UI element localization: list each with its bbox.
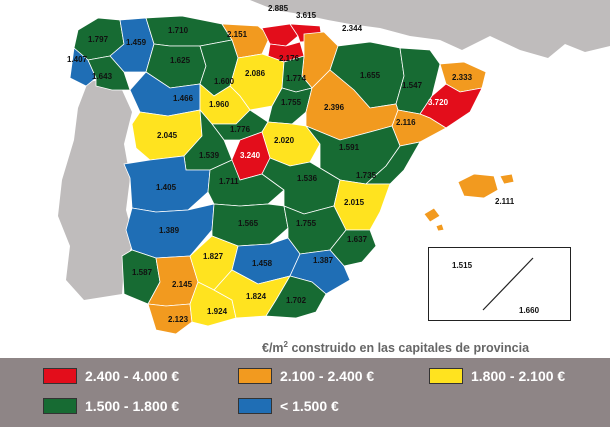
label-leon: 1.625 <box>170 56 191 65</box>
label-teruel: 1.591 <box>339 143 360 152</box>
label-ciudad-real: 1.565 <box>238 219 259 228</box>
label-cuenca: 1.536 <box>297 174 318 183</box>
label-cantabria: 2.151 <box>227 30 248 39</box>
island-ibiza <box>423 207 441 223</box>
label-tarragona: 2.116 <box>396 118 416 127</box>
province-toledo <box>207 159 285 207</box>
legend-item-blue: < 1.500 € <box>238 396 339 416</box>
label-murcia: 1.387 <box>313 256 334 265</box>
legend-label: 1.500 - 1.800 € <box>85 398 180 414</box>
label-toledo: 1.711 <box>219 177 239 186</box>
label-albacete: 1.755 <box>296 219 317 228</box>
label-lugo: 1.459 <box>126 38 147 47</box>
portugal-land <box>58 78 134 300</box>
label-caceres: 1.405 <box>156 183 177 192</box>
label-bizkaia: 2.885 <box>268 4 289 13</box>
legend-swatch-orange <box>238 368 272 384</box>
label-sevilla: 2.145 <box>172 280 193 289</box>
label-burgos: 2.086 <box>245 69 266 78</box>
label-la-rioja: 1.774 <box>286 74 307 83</box>
label-gipuzkoa: 3.615 <box>296 11 317 20</box>
unit-prefix: €/m <box>262 341 284 356</box>
label-castellon: 1.735 <box>356 171 377 180</box>
province-ourense <box>87 55 131 91</box>
label-segovia: 1.776 <box>230 125 251 134</box>
label-avila: 1.539 <box>199 151 220 160</box>
inset-divider <box>482 257 534 311</box>
province-pontevedra <box>69 47 97 87</box>
label-pontevedra: 1.407 <box>67 55 88 64</box>
subtitle-text: construido en las capitales de provincia <box>288 341 530 356</box>
france-land <box>250 0 610 58</box>
province-ciudad-real <box>211 203 289 247</box>
label-huelva: 1.587 <box>132 268 153 277</box>
legend-swatch-blue <box>238 398 272 414</box>
label-baleares: 2.111 <box>495 197 515 206</box>
label-cordoba: 1.827 <box>203 252 224 261</box>
label-valladolid: 1.960 <box>209 100 230 109</box>
label-santa-cruz-de-tenerife: 1.660 <box>519 306 540 315</box>
label-a-coruna: 1.797 <box>88 35 109 44</box>
label-alava: 2.344 <box>342 24 363 33</box>
label-badajoz: 1.389 <box>159 226 180 235</box>
label-asturias: 1.710 <box>168 26 189 35</box>
legend-swatch-yellow <box>429 368 463 384</box>
province-almeria <box>265 275 327 319</box>
island-menorca <box>499 173 515 185</box>
legend-item-green: 1.500 - 1.800 € <box>43 396 179 416</box>
province-zaragoza <box>305 69 399 141</box>
label-malaga: 1.924 <box>207 307 228 316</box>
label-palencia: 1.600 <box>214 77 235 86</box>
label-valencia: 2.015 <box>344 198 365 207</box>
label-salamanca: 2.045 <box>157 131 178 140</box>
label-huesca: 1.655 <box>360 71 381 80</box>
canary-islands-inset <box>428 247 571 321</box>
island-formentera <box>435 223 445 232</box>
legend-item-yellow: 1.800 - 2.100 € <box>429 366 565 386</box>
label-navarra: 2.176 <box>279 54 300 63</box>
label-cadiz: 2.123 <box>168 315 189 324</box>
legend-swatch-green <box>43 398 77 414</box>
province-bizkaia <box>261 23 299 47</box>
label-granada: 1.824 <box>246 292 267 301</box>
label-zamora: 1.466 <box>173 94 194 103</box>
label-girona: 2.333 <box>452 73 473 82</box>
label-ourense: 1.643 <box>92 72 113 81</box>
label-soria: 1.755 <box>281 98 302 107</box>
map-subtitle: €/m2 construido en las capitales de prov… <box>262 340 529 355</box>
label-lleida: 1.547 <box>402 81 423 90</box>
island-mallorca <box>457 173 499 199</box>
label-guadalajara: 2.020 <box>274 136 295 145</box>
legend-item-red: 2.400 - 4.000 € <box>43 366 179 386</box>
label-almeria: 1.702 <box>286 296 307 305</box>
unit-superscript: 2 <box>283 340 288 349</box>
legend-label: < 1.500 € <box>280 398 339 414</box>
label-barcelona: 3.720 <box>428 98 449 107</box>
legend-item-orange: 2.100 - 2.400 € <box>238 366 374 386</box>
legend-label: 1.800 - 2.100 € <box>471 368 566 384</box>
legend: 2.400 - 4.000 € 2.100 - 2.400 € 1.800 - … <box>0 358 610 427</box>
label-jaen: 1.458 <box>252 259 273 268</box>
spain-province-map <box>58 0 610 334</box>
legend-label: 2.400 - 4.000 € <box>85 368 180 384</box>
legend-swatch-red <box>43 368 77 384</box>
province-baleares <box>423 173 515 232</box>
province-badajoz <box>125 203 215 259</box>
label-alicante: 1.637 <box>347 235 368 244</box>
label-zaragoza: 2.396 <box>324 103 345 112</box>
label-madrid: 3.240 <box>240 151 261 160</box>
legend-label: 2.100 - 2.400 € <box>280 368 375 384</box>
label-las-palmas: 1.515 <box>452 261 473 270</box>
